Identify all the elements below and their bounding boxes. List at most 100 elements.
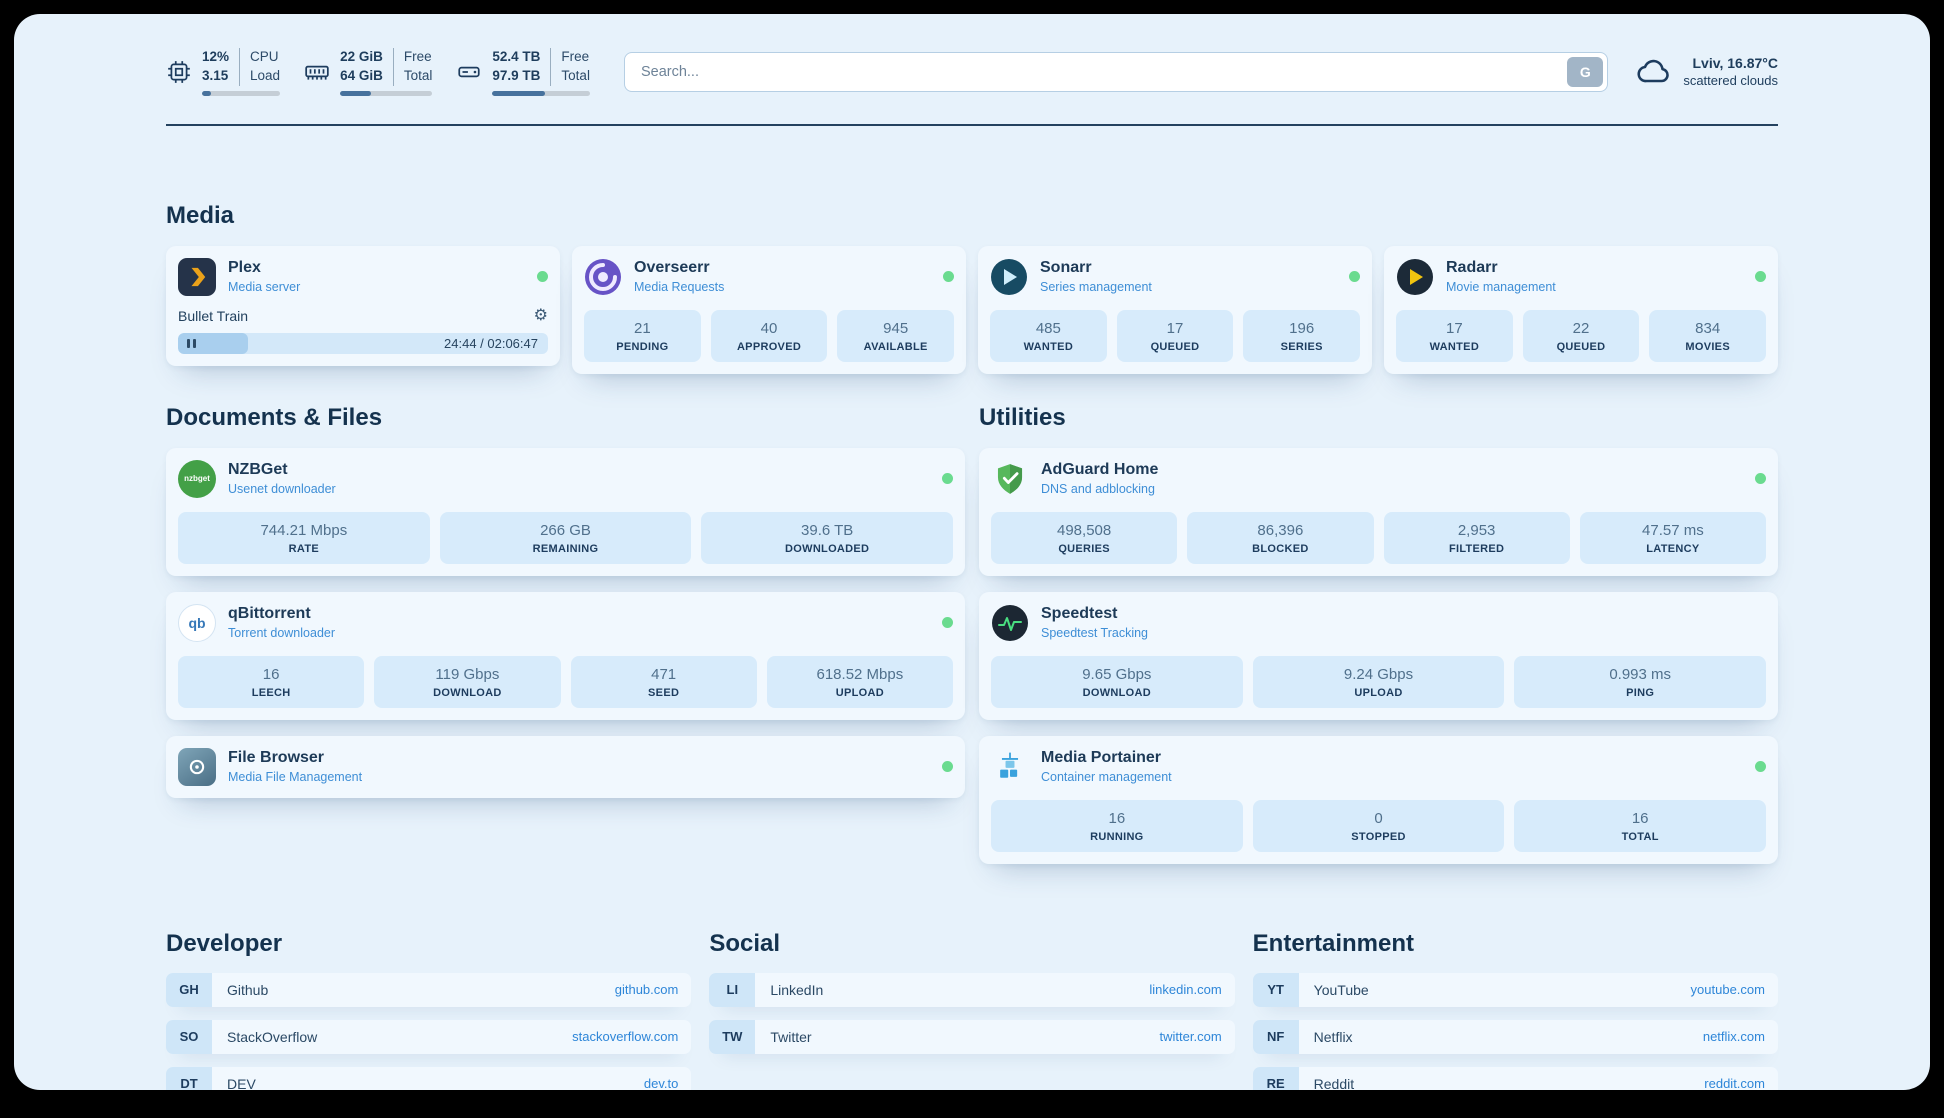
bookmark-netflix[interactable]: NF Netflix netflix.com [1252,1019,1778,1054]
stat-total: 16 TOTAL [1514,799,1767,852]
stat-remaining: 266 GB REMAINING [439,511,692,564]
sonarr-card[interactable]: Sonarr Series management 485 WANTED 17 Q… [978,245,1372,374]
app-subtitle: Torrent downloader [228,626,336,641]
status-dot [943,271,954,283]
cpu-progress-bar [202,90,281,96]
bookmark-abbr: TW [709,1019,756,1054]
cloud-icon [1636,54,1672,90]
app-subtitle: Speedtest Tracking [1041,626,1149,641]
bookmark-name: LinkedIn [770,981,824,998]
bookmark-abbr: LI [709,972,756,1007]
stat-movies: 834 MOVIES [1649,309,1767,362]
stat-wanted: 17 WANTED [1396,309,1513,362]
weather-location: Lviv, 16.87°C [1692,55,1779,72]
developer-bookmarks: Developer GH Github github.com SO StackO… [166,929,692,1090]
adguard-icon [991,460,1029,498]
bookmark-name: DEV [227,1075,256,1090]
qbittorrent-icon: qb [178,603,216,642]
cpu-usage: 12% [202,49,230,64]
bookmark-url[interactable]: linkedin.com [1149,982,1222,998]
dashboard-page: 12% 3.15 CPU Load [14,14,1930,1090]
plex-titles: Plex Media server [228,259,300,294]
plex-card[interactable]: Plex Media server Bullet Train ⚙ [166,245,560,366]
weather-widget: Lviv, 16.87°C scattered clouds [1636,54,1778,90]
status-dot [1755,761,1766,773]
bookmark-youtube[interactable]: YT YouTube youtube.com [1252,972,1778,1007]
app-subtitle: Series management [1040,280,1152,295]
plex-now-playing: Bullet Train ⚙ 24:44 / 02:06:47 [178,306,548,354]
bookmark-url[interactable]: youtube.com [1690,982,1765,998]
developer-section-title: Developer [166,929,283,957]
stat-downloaded: 39.6 TB DOWNLOADED [701,511,954,564]
adguard-card[interactable]: AdGuard Home DNS and adblocking 498,508 … [979,447,1778,576]
bookmark-url[interactable]: twitter.com [1159,1029,1222,1045]
stat-filtered: 2,953 FILTERED [1383,511,1570,564]
bookmark-url[interactable]: github.com [614,982,679,998]
portainer-card[interactable]: Media Portainer Container management 16 … [979,735,1778,864]
app-name: Speedtest [1041,605,1118,623]
bookmark-dev[interactable]: DT DEV dev.to [166,1066,692,1090]
radarr-card[interactable]: Radarr Movie management 17 WANTED 22 QUE… [1384,245,1778,374]
search-input[interactable] [623,51,1609,92]
cpu-load-value: 3.15 [202,67,229,83]
stat-series: 196 SERIES [1243,309,1361,362]
stat-running: 16 RUNNING [991,799,1243,852]
filebrowser-titles: File Browser Media File Management [228,749,362,784]
playback-progress-bar[interactable]: 24:44 / 02:06:47 [178,332,548,354]
system-stats: 12% 3.15 CPU Load [166,48,590,96]
nzbget-card[interactable]: nzbget NZBGet Usenet downloader 744.21 M… [166,447,965,576]
pause-icon [193,338,196,348]
disk-free: 52.4 TB [492,49,541,64]
bookmark-abbr: NF [1252,1019,1299,1054]
filebrowser-card[interactable]: File Browser Media File Management [166,735,965,798]
disk-total: 97.9 TB [492,67,541,83]
stat-upload: 618.52 Mbps UPLOAD [766,655,953,708]
stat-queries: 498,508 QUERIES [991,511,1178,564]
stat-upload: 9.24 Gbps UPLOAD [1252,655,1505,708]
documents-section-title: Documents & Files [166,403,383,431]
radarr-icon [1396,258,1434,296]
bookmark-twitter[interactable]: TW Twitter twitter.com [709,1019,1235,1054]
stat-queued: 17 QUEUED [1116,309,1234,362]
speedtest-icon [991,604,1029,642]
portainer-icon [991,748,1029,786]
settings-gear-icon[interactable]: ⚙ [533,306,548,324]
bookmark-url[interactable]: dev.to [643,1076,679,1090]
sonarr-icon [990,258,1028,296]
nzbget-icon: nzbget [178,459,216,498]
bookmark-stackoverflow[interactable]: SO StackOverflow stackoverflow.com [166,1019,692,1054]
app-subtitle: Media Requests [634,280,725,295]
app-name: qBittorrent [228,605,311,623]
speedtest-titles: Speedtest Speedtest Tracking [1041,605,1148,640]
bookmark-url[interactable]: netflix.com [1702,1029,1765,1045]
bookmark-github[interactable]: GH Github github.com [166,972,692,1007]
stat-stopped: 0 STOPPED [1252,799,1505,852]
search-engine-button[interactable]: G [1567,56,1604,87]
bookmark-url[interactable]: stackoverflow.com [572,1029,679,1045]
bookmark-url[interactable]: reddit.com [1704,1076,1765,1090]
social-bookmarks: Social LI LinkedIn linkedin.com TW Twitt… [709,930,1235,1090]
bookmark-linkedin[interactable]: LI LinkedIn linkedin.com [709,972,1235,1007]
app-subtitle: Media server [228,280,301,295]
speedtest-card[interactable]: Speedtest Speedtest Tracking 9.65 Gbps D… [979,591,1778,720]
app-name: Media Portainer [1041,749,1162,767]
pause-icon [187,338,190,348]
bookmark-reddit[interactable]: RE Reddit reddit.com [1252,1066,1778,1090]
bookmark-abbr: GH [166,972,212,1007]
stat-seed: 471 SEED [570,655,757,708]
bookmark-abbr: DT [166,1066,212,1090]
weather-condition: scattered clouds [1683,73,1778,89]
overseerr-card[interactable]: Overseerr Media Requests 21 PENDING 40 A… [572,245,966,374]
now-playing-title: Bullet Train [178,307,249,324]
documents-section: Documents & Files nzbget NZBGet Usenet d… [166,404,965,864]
stat-download: 119 Gbps DOWNLOAD [374,655,561,708]
qbittorrent-card[interactable]: qb qBittorrent Torrent downloader 16 [166,591,965,720]
app-name: Sonarr [1040,259,1092,277]
app-name: Radarr [1446,259,1498,277]
stat-wanted: 485 WANTED [990,309,1107,362]
disk-stat-widget: 52.4 TB 97.9 TB Free Total [456,48,590,96]
portainer-titles: Media Portainer Container management [1041,749,1172,784]
cpu-icon [166,59,192,85]
overseerr-icon [584,258,622,296]
app-name: NZBGet [228,461,288,479]
